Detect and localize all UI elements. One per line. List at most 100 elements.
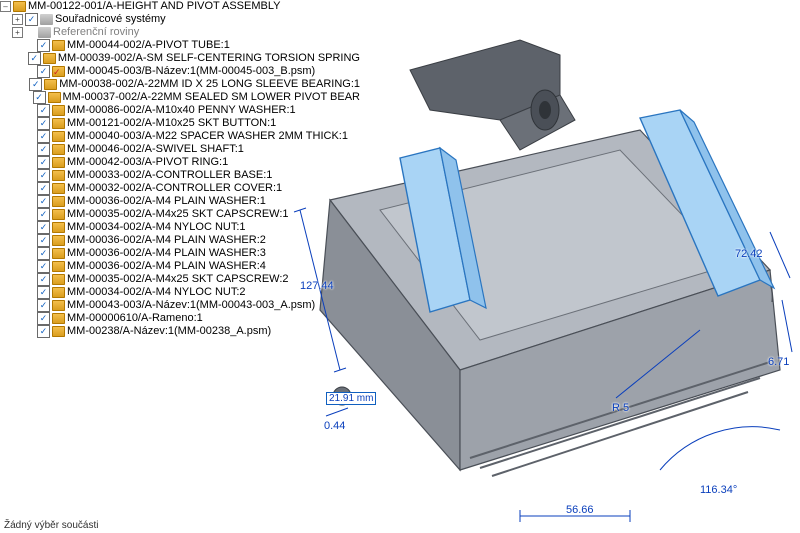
assembly-icon [52, 326, 65, 337]
part-icon [52, 235, 65, 246]
tree-item-label: MM-00039-002/A-SM SELF-CENTERING TORSION… [58, 52, 360, 65]
tree-item-label: MM-00045-003/B-Název:1(MM-00045-003_B.ps… [67, 65, 315, 78]
dimension-edit-box[interactable]: 21.91 mm [326, 392, 376, 405]
checkbox-icon[interactable] [37, 312, 50, 325]
part-icon [52, 105, 65, 116]
dim-72[interactable]: 72.42 [735, 248, 763, 260]
part-icon [52, 248, 65, 259]
tree-item[interactable]: MM-00046-002/A-SWIVEL SHAFT:1 [0, 143, 360, 156]
checkbox-icon[interactable] [37, 39, 50, 52]
checkbox-icon[interactable] [37, 195, 50, 208]
checkbox-icon[interactable] [37, 221, 50, 234]
tree-item[interactable]: MM-00034-002/A-M4 NYLOC NUT:1 [0, 221, 360, 234]
planes-icon [38, 27, 51, 38]
dim-ang[interactable]: 116.34° [700, 484, 737, 496]
tree-item[interactable]: MM-00036-002/A-M4 PLAIN WASHER:4 [0, 260, 360, 273]
checkbox-icon[interactable] [37, 286, 50, 299]
part-icon [52, 196, 65, 207]
tree-item-label: MM-00036-002/A-M4 PLAIN WASHER:1 [67, 195, 266, 208]
tree-ref-planes[interactable]: + Referenční roviny [0, 26, 360, 39]
tree-coord-systems[interactable]: + Souřadnicové systémy [0, 13, 360, 26]
tree-item-label: MM-00035-002/A-M4x25 SKT CAPSCREW:1 [67, 208, 289, 221]
tree-item[interactable]: MM-00033-002/A-CONTROLLER BASE:1 [0, 169, 360, 182]
checkbox-icon[interactable] [37, 104, 50, 117]
tree-root[interactable]: – MM-00122-001/A-HEIGHT AND PIVOT ASSEMB… [0, 0, 360, 13]
checkbox-icon[interactable] [37, 325, 50, 338]
checkbox-icon[interactable] [37, 65, 50, 78]
tree-item[interactable]: MM-00032-002/A-CONTROLLER COVER:1 [0, 182, 360, 195]
expand-icon[interactable]: + [12, 27, 23, 38]
tree-item-label: MM-00043-003/A-Název:1(MM-00043-003_A.ps… [67, 299, 315, 312]
tree-item-label: MM-00032-002/A-CONTROLLER COVER:1 [67, 182, 282, 195]
checkbox-icon[interactable] [33, 91, 46, 104]
checkbox-icon[interactable] [37, 260, 50, 273]
part-icon [48, 92, 61, 103]
part-icon [52, 157, 65, 168]
feature-tree[interactable]: – MM-00122-001/A-HEIGHT AND PIVOT ASSEMB… [0, 0, 360, 338]
part-icon [52, 118, 65, 129]
dim-6p7[interactable]: 6.71 [768, 356, 789, 368]
tree-item[interactable]: MM-00036-002/A-M4 PLAIN WASHER:3 [0, 247, 360, 260]
coordsys-icon [40, 14, 53, 25]
tree-item-label: MM-00034-002/A-M4 NYLOC NUT:1 [67, 221, 246, 234]
tree-item[interactable]: MM-00035-002/A-M4x25 SKT CAPSCREW:2 [0, 273, 360, 286]
checkbox-icon[interactable] [37, 117, 50, 130]
checkbox-icon[interactable] [28, 52, 41, 65]
part-icon [52, 131, 65, 142]
tree-item[interactable]: MM-00037-002/A-22MM SEALED SM LOWER PIVO… [0, 91, 360, 104]
tree-item[interactable]: MM-00042-003/A-PIVOT RING:1 [0, 156, 360, 169]
tree-item[interactable]: MM-00238/A-Název:1(MM-00238_A.psm) [0, 325, 360, 338]
checkbox-icon[interactable] [37, 247, 50, 260]
expand-icon[interactable]: + [12, 14, 23, 25]
checkbox-icon[interactable] [37, 234, 50, 247]
dim-r5[interactable]: R 5 [612, 402, 629, 414]
checkbox-icon[interactable] [37, 169, 50, 182]
part-icon [43, 53, 56, 64]
tree-item-label: MM-00036-002/A-M4 PLAIN WASHER:3 [67, 247, 266, 260]
part-icon [52, 183, 65, 194]
tree-root-label: MM-00122-001/A-HEIGHT AND PIVOT ASSEMBLY [28, 0, 280, 13]
tree-item-label: MM-00040-003/A-M22 SPACER WASHER 2MM THI… [67, 130, 348, 143]
checkbox-icon[interactable] [25, 13, 38, 26]
tree-item[interactable]: MM-00038-002/A-22MM ID X 25 LONG SLEEVE … [0, 78, 360, 91]
part-icon [52, 170, 65, 181]
arm-bracket [410, 40, 575, 150]
tree-item[interactable]: MM-00035-002/A-M4x25 SKT CAPSCREW:1 [0, 208, 360, 221]
tree-item[interactable]: MM-00043-003/A-Název:1(MM-00043-003_A.ps… [0, 299, 360, 312]
checkbox-icon[interactable] [37, 299, 50, 312]
checkbox-icon[interactable] [37, 182, 50, 195]
tree-item-label: MM-00000610/A-Rameno:1 [67, 312, 203, 325]
part-icon [52, 209, 65, 220]
tree-item-label: MM-00121-002/A-M10x25 SKT BUTTON:1 [67, 117, 276, 130]
tree-item[interactable]: MM-00039-002/A-SM SELF-CENTERING TORSION… [0, 52, 360, 65]
part-icon [52, 40, 65, 51]
tree-item[interactable]: MM-00045-003/B-Název:1(MM-00045-003_B.ps… [0, 65, 360, 78]
checkbox-icon[interactable] [37, 156, 50, 169]
part-icon [52, 222, 65, 233]
collapse-icon[interactable]: – [0, 1, 11, 12]
part-icon [52, 66, 65, 77]
tree-item[interactable]: MM-00036-002/A-M4 PLAIN WASHER:2 [0, 234, 360, 247]
assembly-icon [52, 300, 65, 311]
checkbox-icon[interactable] [37, 208, 50, 221]
tree-label: Referenční roviny [53, 26, 139, 39]
checkbox-icon[interactable] [29, 78, 42, 91]
tree-item[interactable]: MM-00036-002/A-M4 PLAIN WASHER:1 [0, 195, 360, 208]
part-icon [52, 261, 65, 272]
checkbox-icon[interactable] [37, 130, 50, 143]
tree-item-label: MM-00037-002/A-22MM SEALED SM LOWER PIVO… [63, 91, 361, 104]
checkbox-icon[interactable] [37, 273, 50, 286]
tree-item[interactable]: MM-00044-002/A-PIVOT TUBE:1 [0, 39, 360, 52]
tree-item[interactable]: MM-00086-002/A-M10x40 PENNY WASHER:1 [0, 104, 360, 117]
tree-item[interactable]: MM-00034-002/A-M4 NYLOC NUT:2 [0, 286, 360, 299]
tree-label: Souřadnicové systémy [55, 13, 166, 26]
checkbox-icon[interactable] [37, 143, 50, 156]
dim-56[interactable]: 56.66 [566, 504, 594, 516]
tree-item-label: MM-00036-002/A-M4 PLAIN WASHER:4 [67, 260, 266, 273]
dim-0p4[interactable]: 0.44 [324, 420, 345, 432]
tree-item[interactable]: MM-00121-002/A-M10x25 SKT BUTTON:1 [0, 117, 360, 130]
tree-item[interactable]: MM-00040-003/A-M22 SPACER WASHER 2MM THI… [0, 130, 360, 143]
tree-item[interactable]: MM-00000610/A-Rameno:1 [0, 312, 360, 325]
tree-item-label: MM-00034-002/A-M4 NYLOC NUT:2 [67, 286, 246, 299]
part-icon [52, 287, 65, 298]
